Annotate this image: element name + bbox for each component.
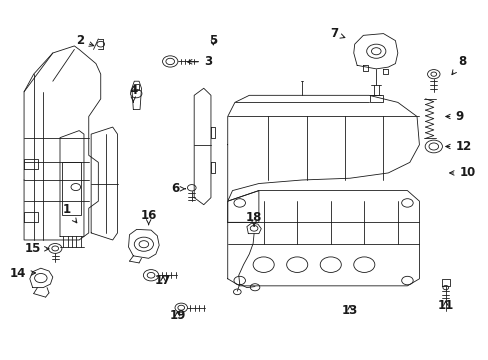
Text: 8: 8 [451, 55, 465, 75]
Text: 12: 12 [445, 140, 470, 153]
Text: 11: 11 [437, 299, 453, 312]
Text: 19: 19 [169, 309, 185, 322]
Bar [62, 162, 81, 215]
Text: 13: 13 [341, 304, 357, 317]
Text: 4: 4 [129, 84, 137, 102]
Text: 9: 9 [445, 110, 463, 123]
Text: 15: 15 [24, 242, 49, 255]
Text: 17: 17 [155, 274, 171, 287]
Text: 6: 6 [171, 182, 185, 195]
Bar [134, 84, 139, 90]
Text: 14: 14 [10, 267, 36, 280]
Text: 2: 2 [76, 34, 94, 47]
Text: 1: 1 [63, 203, 77, 223]
Text: 16: 16 [140, 209, 157, 225]
Text: 3: 3 [187, 55, 211, 68]
Text: 7: 7 [329, 27, 344, 40]
Text: 10: 10 [449, 166, 474, 179]
Text: 18: 18 [245, 211, 262, 226]
Text: 5: 5 [209, 34, 217, 47]
